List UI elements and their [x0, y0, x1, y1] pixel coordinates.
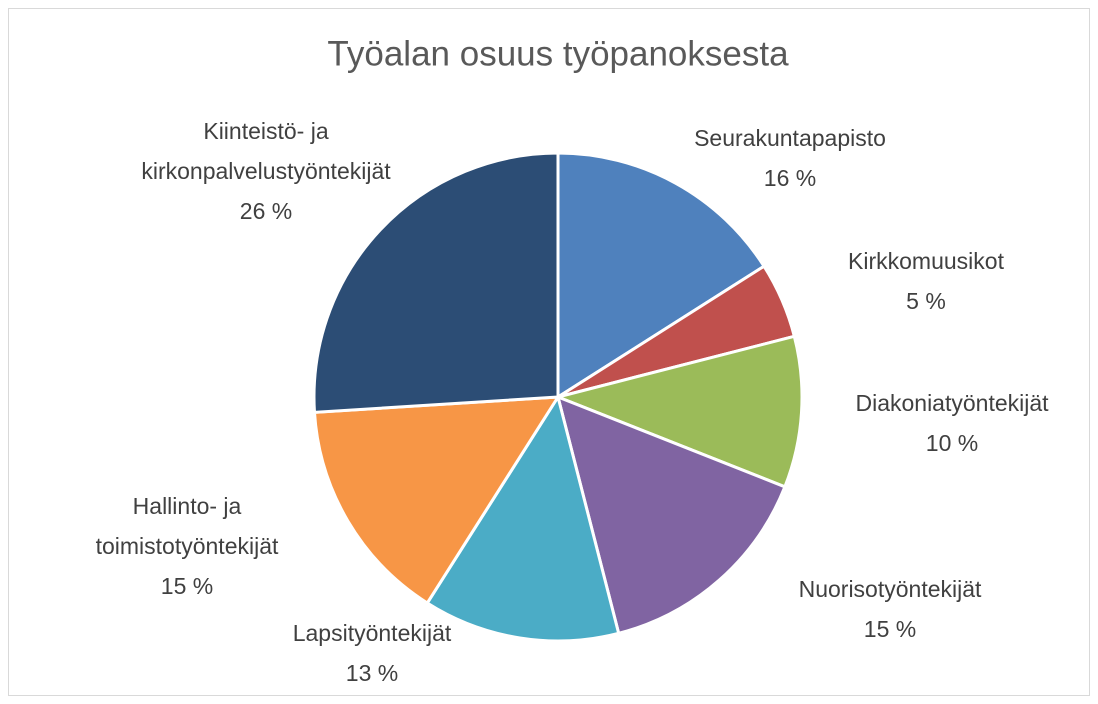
slice-label: Nuorisotyöntekijät	[799, 576, 982, 602]
value-label: 15 %	[864, 616, 916, 642]
chart-title: Työalan osuus työpanoksesta	[327, 34, 789, 73]
value-label: 16 %	[764, 165, 816, 191]
slice-label: Diakoniatyöntekijät	[855, 390, 1049, 416]
value-label: 15 %	[161, 573, 213, 599]
slice-label: Lapsityöntekijät	[293, 620, 452, 646]
pie-slice	[425, 393, 621, 643]
slice-label: Kirkkomuusikot	[848, 248, 1005, 274]
value-label: 26 %	[240, 198, 292, 224]
pie-slice	[312, 395, 561, 606]
value-label: 13 %	[346, 660, 398, 686]
value-label: 10 %	[926, 430, 978, 456]
slice-label: Kiinteistö- ja kirkonpalvelustyöntekijät	[141, 118, 391, 184]
pie-slice	[553, 334, 804, 489]
pie-slice	[555, 394, 787, 636]
value-label: 5 %	[906, 288, 946, 314]
pie-slice	[312, 151, 560, 414]
pie-slice	[556, 151, 767, 400]
slice-label: Seurakuntapapisto	[694, 125, 886, 151]
slice-label: Hallinto- ja toimistotyöntekijät	[96, 493, 279, 559]
